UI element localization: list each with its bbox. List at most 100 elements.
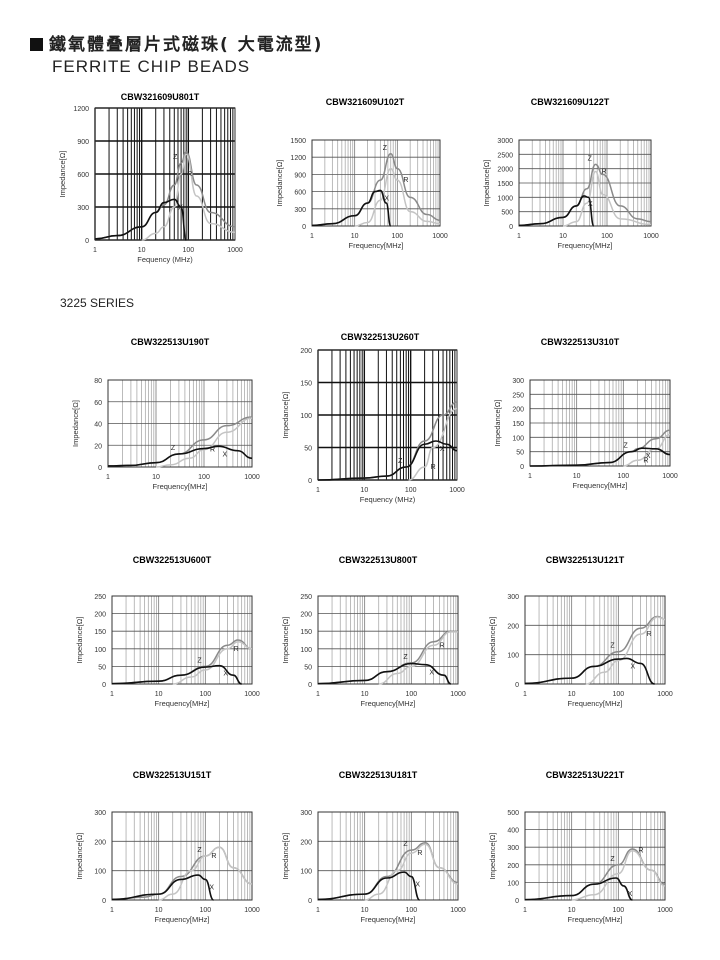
- y-tick-label: 200: [507, 863, 519, 870]
- y-axis-label: Impedance[Ω]: [488, 617, 497, 664]
- chart-CBW322513U260T: CBW322513U260T 0 50 100 150 200 1 10 100 1000 Fequ…: [281, 332, 465, 504]
- chart-title: CBW322513U190T: [131, 337, 210, 347]
- series-X-label: X: [223, 671, 228, 678]
- y-axis-label: Impedance[Ω]: [58, 151, 67, 198]
- series-R-line: [364, 843, 459, 901]
- chart-title: CBW321609U102T: [326, 97, 405, 107]
- section-label-3225-series: 3225 SERIES: [60, 296, 135, 310]
- series-Z-label: Z: [197, 657, 202, 664]
- series-R-line: [571, 849, 666, 901]
- y-tick-label: 0: [98, 465, 102, 472]
- x-tick-label: 100: [391, 233, 403, 240]
- y-tick-label: 0: [515, 898, 519, 905]
- series-X-label: X: [440, 446, 445, 453]
- series-R-line: [172, 641, 253, 685]
- x-tick-label: 1: [93, 247, 97, 254]
- y-axis-label: Impedance[Ω]: [75, 833, 84, 880]
- series-Z-line: [111, 846, 253, 901]
- x-tick-label: 1000: [657, 691, 673, 698]
- chart-CBW322513U800T: CBW322513U800T 0 50 100 150 200 250 1 10 100 1000 F…: [281, 555, 466, 708]
- y-tick-label: 0: [308, 898, 312, 905]
- y-axis-label: Impedance[Ω]: [281, 833, 290, 880]
- y-tick-label: 150: [300, 381, 312, 388]
- chart-title: CBW321609U122T: [531, 97, 610, 107]
- x-tick-label: 100: [612, 907, 624, 914]
- x-tick-label: 100: [612, 691, 624, 698]
- y-tick-label: 100: [300, 869, 312, 876]
- series-X-label: X: [631, 663, 636, 670]
- x-tick-label: 1000: [244, 474, 260, 481]
- x-tick-label: 10: [559, 233, 567, 240]
- x-axis-label: Fequency (MHz): [137, 255, 193, 264]
- series-R-line: [158, 846, 253, 901]
- series-R-label: R: [440, 642, 445, 649]
- x-tick-label: 1: [316, 487, 320, 494]
- x-axis-label: Frequency[MHz]: [567, 699, 622, 708]
- chart-title: CBW322513U260T: [341, 332, 420, 342]
- x-tick-label: 100: [405, 487, 417, 494]
- y-tick-label: 0: [308, 478, 312, 485]
- plot-frame: [111, 595, 253, 685]
- series-Z-label: Z: [383, 145, 388, 152]
- y-tick-label: 50: [304, 446, 312, 453]
- series-Z-line: [317, 842, 459, 901]
- y-tick-label: 1500: [290, 138, 306, 145]
- x-tick-label: 10: [360, 487, 368, 494]
- x-tick-label: 100: [405, 907, 417, 914]
- x-axis-label: Frequency[MHz]: [154, 699, 209, 708]
- y-tick-label: 100: [300, 647, 312, 654]
- x-axis-label: Frequency[MHz]: [557, 241, 612, 250]
- x-tick-label: 1000: [432, 233, 448, 240]
- x-tick-label: 100: [199, 907, 211, 914]
- chart-CBW322513U310T: CBW322513U310T 0 50 100 150 200 250 300 1 10 100 10…: [493, 337, 678, 490]
- series-Z-label: Z: [173, 154, 178, 161]
- plot-frame: [111, 811, 253, 901]
- x-tick-label: 1000: [449, 487, 465, 494]
- y-tick-label: 2000: [497, 167, 513, 174]
- series-Z-line: [107, 416, 253, 467]
- series-R-label: R: [602, 169, 607, 176]
- series-X-line: [107, 445, 253, 467]
- plot-frame: [317, 595, 459, 685]
- chart-title: CBW322513U310T: [541, 337, 620, 347]
- y-tick-label: 40: [94, 422, 102, 429]
- x-tick-label: 1000: [227, 247, 243, 254]
- series-X-label: X: [429, 670, 434, 677]
- series-X-label: X: [209, 884, 214, 891]
- plot-frame: [529, 379, 671, 467]
- x-tick-label: 1: [316, 907, 320, 914]
- series-Z-label: Z: [588, 155, 593, 162]
- x-tick-label: 10: [568, 907, 576, 914]
- x-tick-label: 1: [106, 474, 110, 481]
- y-tick-label: 100: [94, 869, 106, 876]
- series-Z-line: [518, 163, 652, 227]
- y-tick-label: 80: [94, 378, 102, 385]
- plot-frame: [524, 595, 666, 685]
- x-axis-label: Frequency[MHz]: [154, 915, 209, 924]
- y-tick-label: 50: [304, 664, 312, 671]
- series-X-line: [111, 874, 214, 901]
- y-axis-label: Impedance[Ω]: [493, 400, 502, 447]
- series-Z-label: Z: [610, 856, 615, 863]
- x-axis-label: Fequency (MHz): [360, 495, 416, 504]
- page-title-en: FERRITE CHIP BEADS: [52, 57, 251, 76]
- series-R-line: [354, 167, 441, 227]
- x-axis-label: Frequency[MHz]: [348, 241, 403, 250]
- y-tick-label: 150: [512, 421, 524, 428]
- plot-frame: [317, 811, 459, 901]
- y-tick-label: 0: [509, 224, 513, 231]
- y-tick-label: 100: [300, 413, 312, 420]
- y-tick-label: 100: [507, 880, 519, 887]
- y-tick-label: 400: [507, 828, 519, 835]
- y-tick-label: 150: [300, 629, 312, 636]
- y-tick-label: 3000: [497, 138, 513, 145]
- series-R-line: [155, 417, 253, 468]
- y-tick-label: 200: [300, 612, 312, 619]
- x-tick-label: 10: [361, 691, 369, 698]
- y-tick-label: 900: [294, 172, 306, 179]
- x-tick-label: 100: [182, 247, 194, 254]
- x-tick-label: 1: [517, 233, 521, 240]
- x-tick-label: 1: [110, 907, 114, 914]
- y-tick-label: 300: [294, 207, 306, 214]
